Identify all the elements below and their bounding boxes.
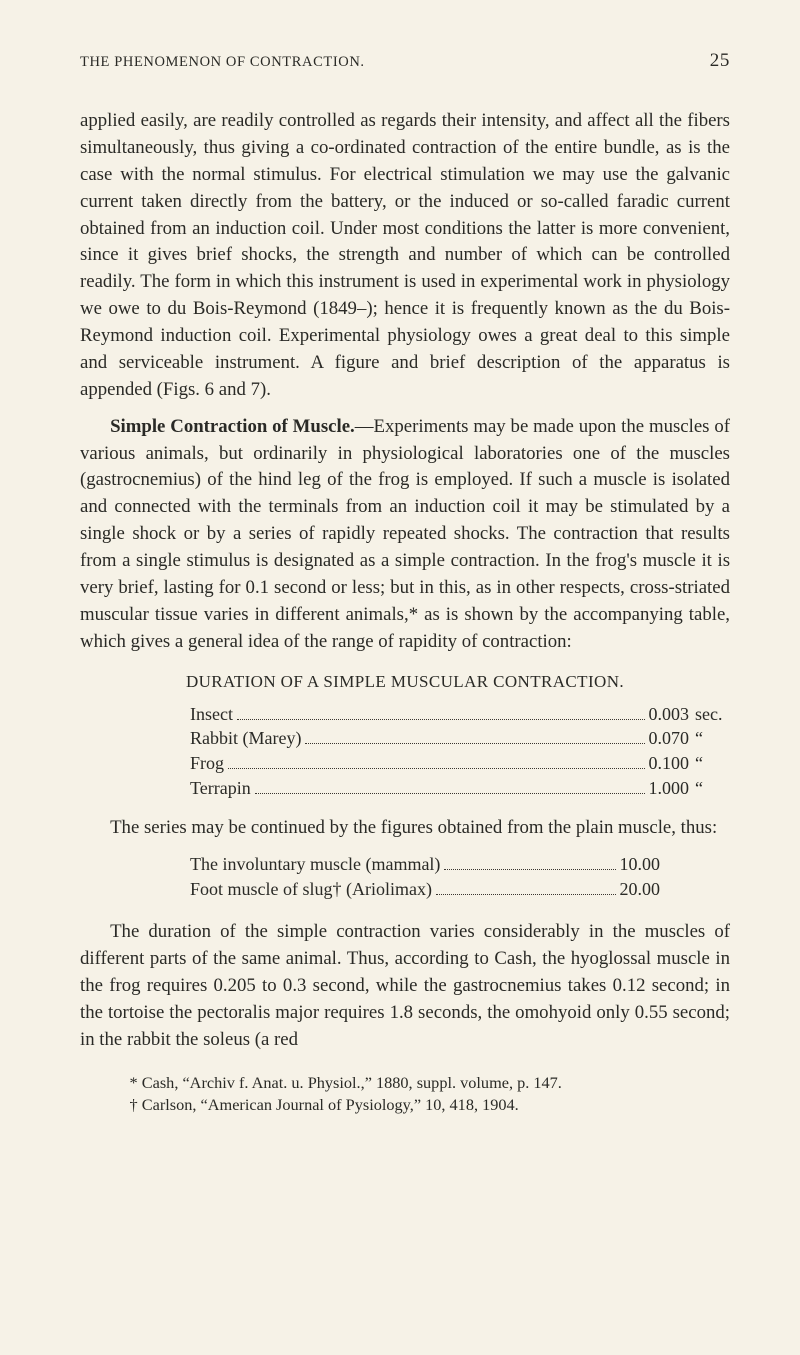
leader-dots <box>255 793 645 794</box>
row-value: 1.000 <box>649 776 690 801</box>
row-value: 20.00 <box>620 877 661 902</box>
paragraph-4: The duration of the simple contraction v… <box>80 919 730 1053</box>
duration-table: Insect 0.003 sec. Rabbit (Marey) 0.070 “… <box>80 702 730 801</box>
leader-dots <box>444 869 615 870</box>
row-value: 10.00 <box>620 852 661 877</box>
row-value: 0.100 <box>649 751 690 776</box>
page-number: 25 <box>710 50 730 72</box>
row-label: Foot muscle of slug† (Ariolimax) <box>190 877 432 902</box>
section-head-simple-contraction: Simple Contraction of Muscle. <box>110 416 355 437</box>
row-value: 0.003 <box>649 702 690 727</box>
leader-dots <box>228 768 644 769</box>
leader-dots <box>436 894 616 895</box>
table-row: Rabbit (Marey) 0.070 “ <box>190 726 730 751</box>
row-value: 0.070 <box>649 726 690 751</box>
row-unit: “ <box>695 726 730 751</box>
row-unit: sec. <box>695 702 730 727</box>
footnotes: * Cash, “Archiv f. Anat. u. Physiol.,” 1… <box>80 1072 730 1116</box>
table-row: Frog 0.100 “ <box>190 751 730 776</box>
table-row: Terrapin 1.000 “ <box>190 776 730 801</box>
row-unit: “ <box>695 751 730 776</box>
row-unit: “ <box>695 776 730 801</box>
leader-dots <box>305 743 644 744</box>
row-label: Terrapin <box>190 776 251 801</box>
row-label: Frog <box>190 751 224 776</box>
table-row: The involuntary muscle (mammal) 10.00 <box>190 852 660 877</box>
paragraph-1: applied easily, are readily controlled a… <box>80 108 730 404</box>
slug-table: The involuntary muscle (mammal) 10.00 Fo… <box>80 852 730 902</box>
footnote-1: * Cash, “Archiv f. Anat. u. Physiol.,” 1… <box>110 1072 730 1094</box>
row-label: Insect <box>190 702 233 727</box>
paragraph-3: The series may be continued by the figur… <box>80 815 730 842</box>
paragraph-2: Simple Contraction of Muscle.—Experiment… <box>80 414 730 656</box>
running-head: THE PHENOMENON OF CONTRACTION. <box>80 54 365 71</box>
footnote-2: † Carlson, “American Journal of Pysiolog… <box>110 1094 730 1116</box>
leader-dots <box>237 719 645 720</box>
page-header: THE PHENOMENON OF CONTRACTION. 25 <box>80 50 730 72</box>
row-label: The involuntary muscle (mammal) <box>190 852 440 877</box>
paragraph-2-body: —Experiments may be made upon the muscle… <box>80 416 730 652</box>
row-label: Rabbit (Marey) <box>190 726 301 751</box>
table-row: Foot muscle of slug† (Ariolimax) 20.00 <box>190 877 660 902</box>
table-row: Insect 0.003 sec. <box>190 702 730 727</box>
table-title-duration: DURATION OF A SIMPLE MUSCULAR CONTRACTIO… <box>80 672 730 692</box>
